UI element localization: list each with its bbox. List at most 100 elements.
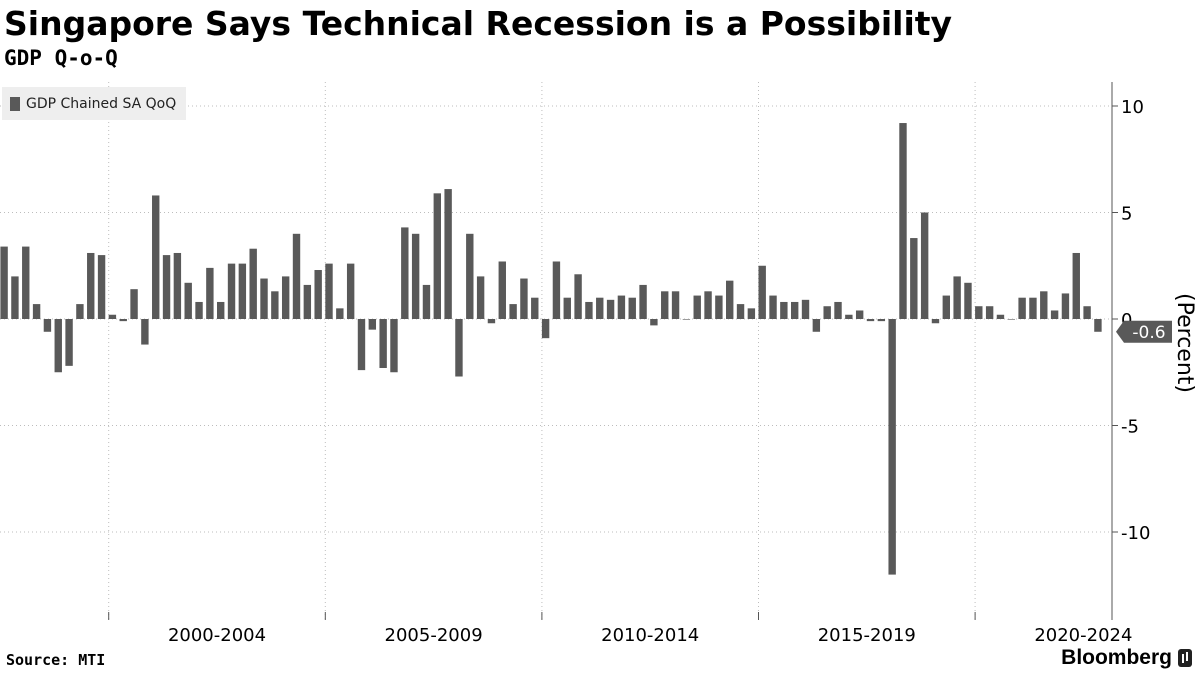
bar (628, 297, 636, 319)
bar (1007, 319, 1015, 320)
bar (942, 295, 951, 319)
bar (823, 306, 831, 319)
bar (801, 299, 810, 319)
bar (466, 233, 474, 319)
bar (271, 291, 279, 319)
brand-name: Bloomberg (1061, 646, 1172, 669)
x-period-label: 2000-2004 (168, 625, 266, 646)
bar (76, 304, 84, 319)
last-value-badge (1116, 320, 1172, 343)
bar (390, 319, 398, 373)
bar (726, 280, 734, 319)
bar (238, 263, 247, 319)
bar (704, 291, 712, 319)
bar (1040, 291, 1048, 319)
gridlines (0, 82, 1112, 620)
bar (866, 319, 875, 322)
bar (1061, 293, 1070, 319)
bar (639, 284, 647, 319)
last-value-label: -0.6 (1132, 323, 1165, 343)
bar (281, 276, 290, 319)
bar (325, 263, 333, 319)
bar-series (0, 123, 1102, 575)
bar (249, 248, 257, 319)
bar (32, 304, 41, 319)
bloomberg-terminal-icon (1178, 649, 1192, 667)
bar (336, 308, 344, 319)
bar (0, 246, 8, 319)
bar (1094, 319, 1102, 332)
bar (444, 189, 452, 319)
source-note: Source: MTI (6, 651, 106, 669)
bar (314, 270, 322, 319)
y-tick-label: 0 (1121, 310, 1132, 331)
bar (54, 319, 62, 373)
bar (11, 276, 19, 319)
bar (769, 295, 777, 319)
bar (173, 252, 182, 319)
bar (346, 263, 355, 319)
bar (650, 319, 658, 326)
bar (43, 319, 52, 332)
bar (217, 301, 225, 319)
bar (1029, 297, 1037, 319)
bar (206, 267, 214, 319)
bar (953, 276, 961, 319)
bar (617, 295, 626, 319)
bar (292, 233, 301, 319)
bar (401, 227, 409, 319)
y-tick-label: -5 (1121, 417, 1139, 438)
bar (693, 295, 701, 319)
bar (715, 295, 723, 319)
bar (877, 319, 886, 322)
bar (910, 238, 918, 319)
bar (920, 212, 929, 319)
chart-title: Singapore Says Technical Recession is a … (4, 4, 953, 43)
x-period-label: 2015-2019 (818, 625, 916, 646)
bar (812, 319, 821, 332)
bar (541, 319, 550, 339)
bar (152, 195, 160, 319)
bar (22, 246, 30, 319)
bar (65, 319, 73, 366)
bar (671, 291, 680, 319)
bar (888, 319, 896, 575)
bar (736, 304, 745, 319)
bar (747, 308, 756, 319)
bar (162, 255, 171, 319)
legend: GDP Chained SA QoQ (2, 87, 187, 120)
bar (433, 193, 441, 319)
bar (585, 301, 593, 319)
x-axis-labels: 2000-2004 2005-2009 2010-2014 2015-2019 2020… (168, 625, 1133, 646)
bar (834, 301, 842, 319)
bar (563, 297, 571, 319)
bar (1072, 252, 1080, 319)
bar (119, 319, 127, 322)
legend-swatch (10, 96, 20, 111)
bar (758, 265, 766, 319)
y-tick-label: -10 (1121, 523, 1150, 544)
bar (855, 310, 864, 319)
bar (227, 263, 236, 319)
bloomberg-logo: Bloomberg (1061, 646, 1192, 670)
bar (996, 314, 1005, 319)
bar (1083, 306, 1091, 319)
bar (130, 289, 138, 319)
x-period-label: 2020-2024 (1034, 625, 1132, 646)
bar (790, 301, 799, 319)
bar (1050, 310, 1059, 319)
bar (899, 123, 907, 319)
bar (498, 261, 506, 319)
bar (97, 255, 106, 319)
bar (422, 284, 431, 319)
bar (379, 319, 387, 368)
bar (195, 301, 203, 319)
bar (455, 319, 463, 377)
y-tick-label: 10 (1121, 97, 1144, 118)
bar (487, 319, 496, 324)
bar (368, 319, 377, 330)
bar (780, 301, 788, 319)
bar (509, 304, 517, 319)
legend-label: GDP Chained SA QoQ (26, 95, 177, 112)
